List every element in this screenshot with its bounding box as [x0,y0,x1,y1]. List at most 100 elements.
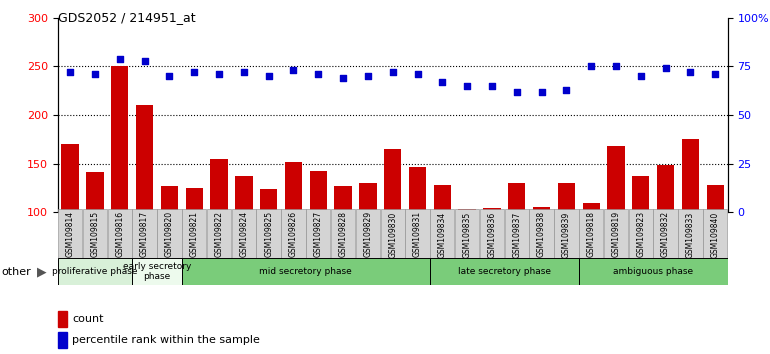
FancyBboxPatch shape [182,258,430,285]
Point [114,56,126,62]
Text: GSM109825: GSM109825 [264,211,273,257]
Bar [58,311,67,327]
Bar [62,144,79,310]
Text: GSM109831: GSM109831 [413,211,422,257]
Text: GSM109832: GSM109832 [661,211,670,257]
Point [685,69,697,75]
Text: GSM109830: GSM109830 [388,211,397,258]
FancyBboxPatch shape [455,209,479,258]
FancyBboxPatch shape [554,209,578,258]
Text: GSM109818: GSM109818 [587,211,596,257]
Bar [161,186,178,310]
Text: GSM109815: GSM109815 [90,211,99,257]
Point [659,65,671,71]
FancyBboxPatch shape [108,209,132,258]
Point [411,72,424,77]
FancyBboxPatch shape [132,258,182,285]
Bar [458,210,476,310]
Text: ambiguous phase: ambiguous phase [613,267,693,276]
FancyBboxPatch shape [430,258,579,285]
FancyBboxPatch shape [654,209,678,258]
Bar [434,185,451,310]
FancyBboxPatch shape [430,209,454,258]
Point [139,58,151,63]
FancyBboxPatch shape [256,209,281,258]
Point [387,69,399,75]
FancyBboxPatch shape [405,209,430,258]
Text: GSM109828: GSM109828 [339,211,347,257]
FancyBboxPatch shape [58,258,132,285]
Point [337,75,350,81]
FancyBboxPatch shape [58,209,82,258]
Text: GSM109819: GSM109819 [611,211,621,257]
Text: percentile rank within the sample: percentile rank within the sample [72,335,260,345]
FancyBboxPatch shape [232,209,256,258]
Point [163,73,176,79]
Bar [557,183,575,310]
Text: GSM109822: GSM109822 [215,211,223,257]
Bar [86,172,104,310]
Point [312,72,324,77]
Text: other: other [2,267,32,276]
Point [436,79,448,85]
Text: GSM109840: GSM109840 [711,211,720,258]
Text: mid secretory phase: mid secretory phase [259,267,352,276]
FancyBboxPatch shape [604,209,628,258]
Bar [533,207,551,310]
FancyBboxPatch shape [530,209,554,258]
Text: GSM109826: GSM109826 [289,211,298,257]
FancyBboxPatch shape [380,209,405,258]
Text: early secretory
phase: early secretory phase [122,262,191,281]
Point [461,83,474,88]
FancyBboxPatch shape [480,209,504,258]
Bar [210,159,228,310]
Bar [260,189,277,310]
FancyBboxPatch shape [83,209,107,258]
Text: GSM109839: GSM109839 [562,211,571,258]
Bar [334,186,352,310]
Text: count: count [72,314,104,324]
Bar [681,139,699,310]
FancyBboxPatch shape [504,209,529,258]
FancyBboxPatch shape [579,258,728,285]
Bar [111,67,129,310]
Bar [235,176,253,310]
Text: GSM109838: GSM109838 [537,211,546,257]
FancyBboxPatch shape [678,209,702,258]
FancyBboxPatch shape [356,209,380,258]
Bar [310,171,327,310]
Text: GSM109824: GSM109824 [239,211,249,257]
FancyBboxPatch shape [132,209,157,258]
Bar [484,207,500,310]
Bar [582,202,600,310]
Point [709,72,721,77]
FancyBboxPatch shape [331,209,355,258]
Bar [384,149,401,310]
Text: GDS2052 / 214951_at: GDS2052 / 214951_at [58,11,196,24]
Text: GSM109837: GSM109837 [512,211,521,258]
Bar [58,332,67,348]
Point [263,73,275,79]
Text: GSM109833: GSM109833 [686,211,695,258]
FancyBboxPatch shape [579,209,604,258]
Bar [409,167,427,310]
Text: GSM109816: GSM109816 [116,211,124,257]
Text: GSM109829: GSM109829 [363,211,373,257]
Bar [359,183,377,310]
Point [362,73,374,79]
Point [213,72,225,77]
Text: GSM109835: GSM109835 [463,211,472,258]
Text: GSM109817: GSM109817 [140,211,149,257]
Text: GSM109836: GSM109836 [487,211,497,258]
Point [535,89,547,95]
Point [238,69,250,75]
Text: ▶: ▶ [37,265,46,278]
FancyBboxPatch shape [628,209,653,258]
Bar [608,146,624,310]
FancyBboxPatch shape [207,209,231,258]
Bar [186,188,203,310]
Point [585,64,598,69]
FancyBboxPatch shape [703,209,728,258]
Text: GSM109823: GSM109823 [636,211,645,257]
Point [610,64,622,69]
